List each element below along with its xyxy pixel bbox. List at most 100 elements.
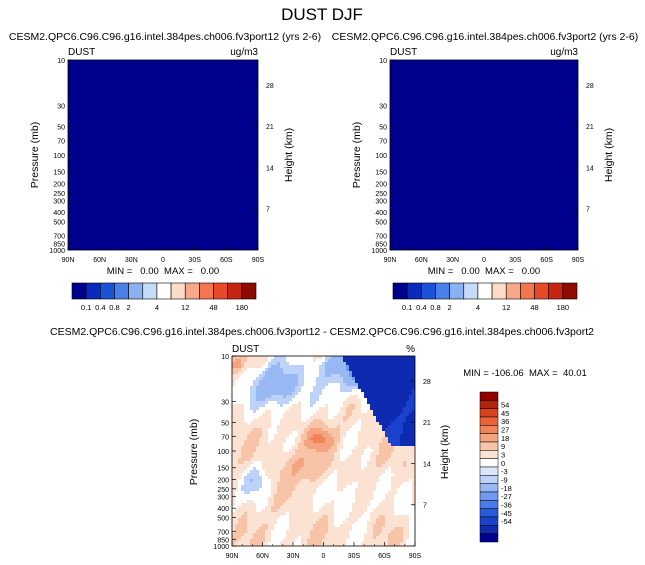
difference-cell: [403, 431, 407, 435]
difference-cell: [265, 500, 269, 504]
difference-cell: [361, 476, 365, 480]
difference-cell: [232, 386, 236, 390]
difference-cell: [412, 374, 415, 378]
difference-cell: [406, 398, 410, 402]
difference-cell: [355, 497, 359, 501]
difference-cell: [253, 512, 257, 516]
difference-cell: [403, 371, 407, 375]
difference-cell: [337, 476, 341, 480]
difference-cell: [370, 479, 374, 483]
height-tick-label: 7: [266, 207, 270, 214]
colorbar-label: 27: [501, 426, 509, 435]
difference-cell: [346, 464, 350, 468]
difference-cell: [400, 506, 404, 510]
difference-cell: [316, 362, 320, 366]
difference-cell: [313, 518, 317, 522]
difference-cell: [412, 356, 415, 360]
difference-cell: [352, 461, 356, 465]
difference-cell: [274, 470, 278, 474]
difference-cell: [313, 428, 317, 432]
difference-cell: [241, 479, 245, 483]
difference-cell: [280, 422, 284, 426]
difference-cell: [352, 458, 356, 462]
colorbar-label: -36: [501, 501, 512, 510]
y-tick-label: 70: [57, 138, 65, 145]
difference-cell: [364, 431, 368, 435]
difference-cell: [376, 530, 380, 534]
colorbar-label: -27: [501, 492, 512, 501]
difference-cell: [256, 467, 260, 471]
difference-cell: [385, 446, 389, 450]
difference-cell: [271, 482, 275, 486]
difference-cell: [367, 389, 371, 393]
difference-cell: [274, 395, 278, 399]
difference-cell: [319, 398, 323, 402]
difference-cell: [253, 359, 257, 363]
difference-cell: [319, 479, 323, 483]
difference-cell: [397, 362, 401, 366]
difference-cell: [391, 515, 395, 519]
difference-cell: [238, 359, 242, 363]
difference-cell: [355, 425, 359, 429]
difference-cell: [376, 401, 380, 405]
difference-cell: [376, 392, 380, 396]
difference-cell: [238, 416, 242, 420]
difference-cell: [388, 362, 392, 366]
difference-cell: [256, 410, 260, 414]
difference-cell: [355, 491, 359, 495]
difference-cell: [274, 545, 278, 546]
difference-cell: [346, 362, 350, 366]
difference-cell: [253, 452, 257, 456]
difference-cell: [382, 506, 386, 510]
difference-cell: [346, 527, 350, 531]
difference-cell: [271, 377, 275, 381]
difference-cell: [397, 470, 401, 474]
difference-cell: [259, 365, 263, 369]
difference-cell: [304, 494, 308, 498]
x-tick-label: 60N: [93, 257, 106, 264]
difference-cell: [412, 467, 415, 471]
difference-cell: [409, 362, 413, 366]
difference-cell: [403, 503, 407, 507]
difference-cell: [376, 524, 380, 528]
difference-cell: [409, 467, 413, 471]
difference-cell: [244, 512, 248, 516]
difference-cell: [280, 398, 284, 402]
difference-cell: [397, 542, 401, 546]
difference-cell: [382, 422, 386, 426]
difference-cell: [379, 437, 383, 441]
difference-cell: [289, 476, 293, 480]
difference-cell: [295, 377, 299, 381]
difference-cell: [406, 356, 410, 360]
difference-cell: [340, 485, 344, 489]
difference-cell: [325, 533, 329, 537]
difference-cell: [304, 539, 308, 543]
difference-cell: [259, 524, 263, 528]
difference-cell: [259, 506, 263, 510]
difference-cell: [340, 530, 344, 534]
difference-cell: [274, 464, 278, 468]
difference-cell: [310, 482, 314, 486]
difference-cell: [307, 536, 311, 540]
difference-cell: [310, 479, 314, 483]
difference-cell: [274, 434, 278, 438]
difference-cell: [382, 395, 386, 399]
difference-cell: [340, 500, 344, 504]
difference-cell: [340, 524, 344, 528]
difference-cell: [364, 407, 368, 411]
difference-cell: [241, 506, 245, 510]
difference-cell: [274, 503, 278, 507]
difference-cell: [397, 527, 401, 531]
difference-cell: [328, 398, 332, 402]
difference-cell: [250, 410, 254, 414]
difference-cell: [349, 479, 353, 483]
difference-cell: [289, 524, 293, 528]
difference-cell: [367, 443, 371, 447]
difference-cell: [310, 359, 314, 363]
difference-cell: [331, 416, 335, 420]
difference-cell: [397, 410, 401, 414]
difference-cell: [328, 539, 332, 543]
difference-cell: [403, 440, 407, 444]
colorbar-label: 45: [501, 409, 509, 418]
difference-cell: [304, 473, 308, 477]
